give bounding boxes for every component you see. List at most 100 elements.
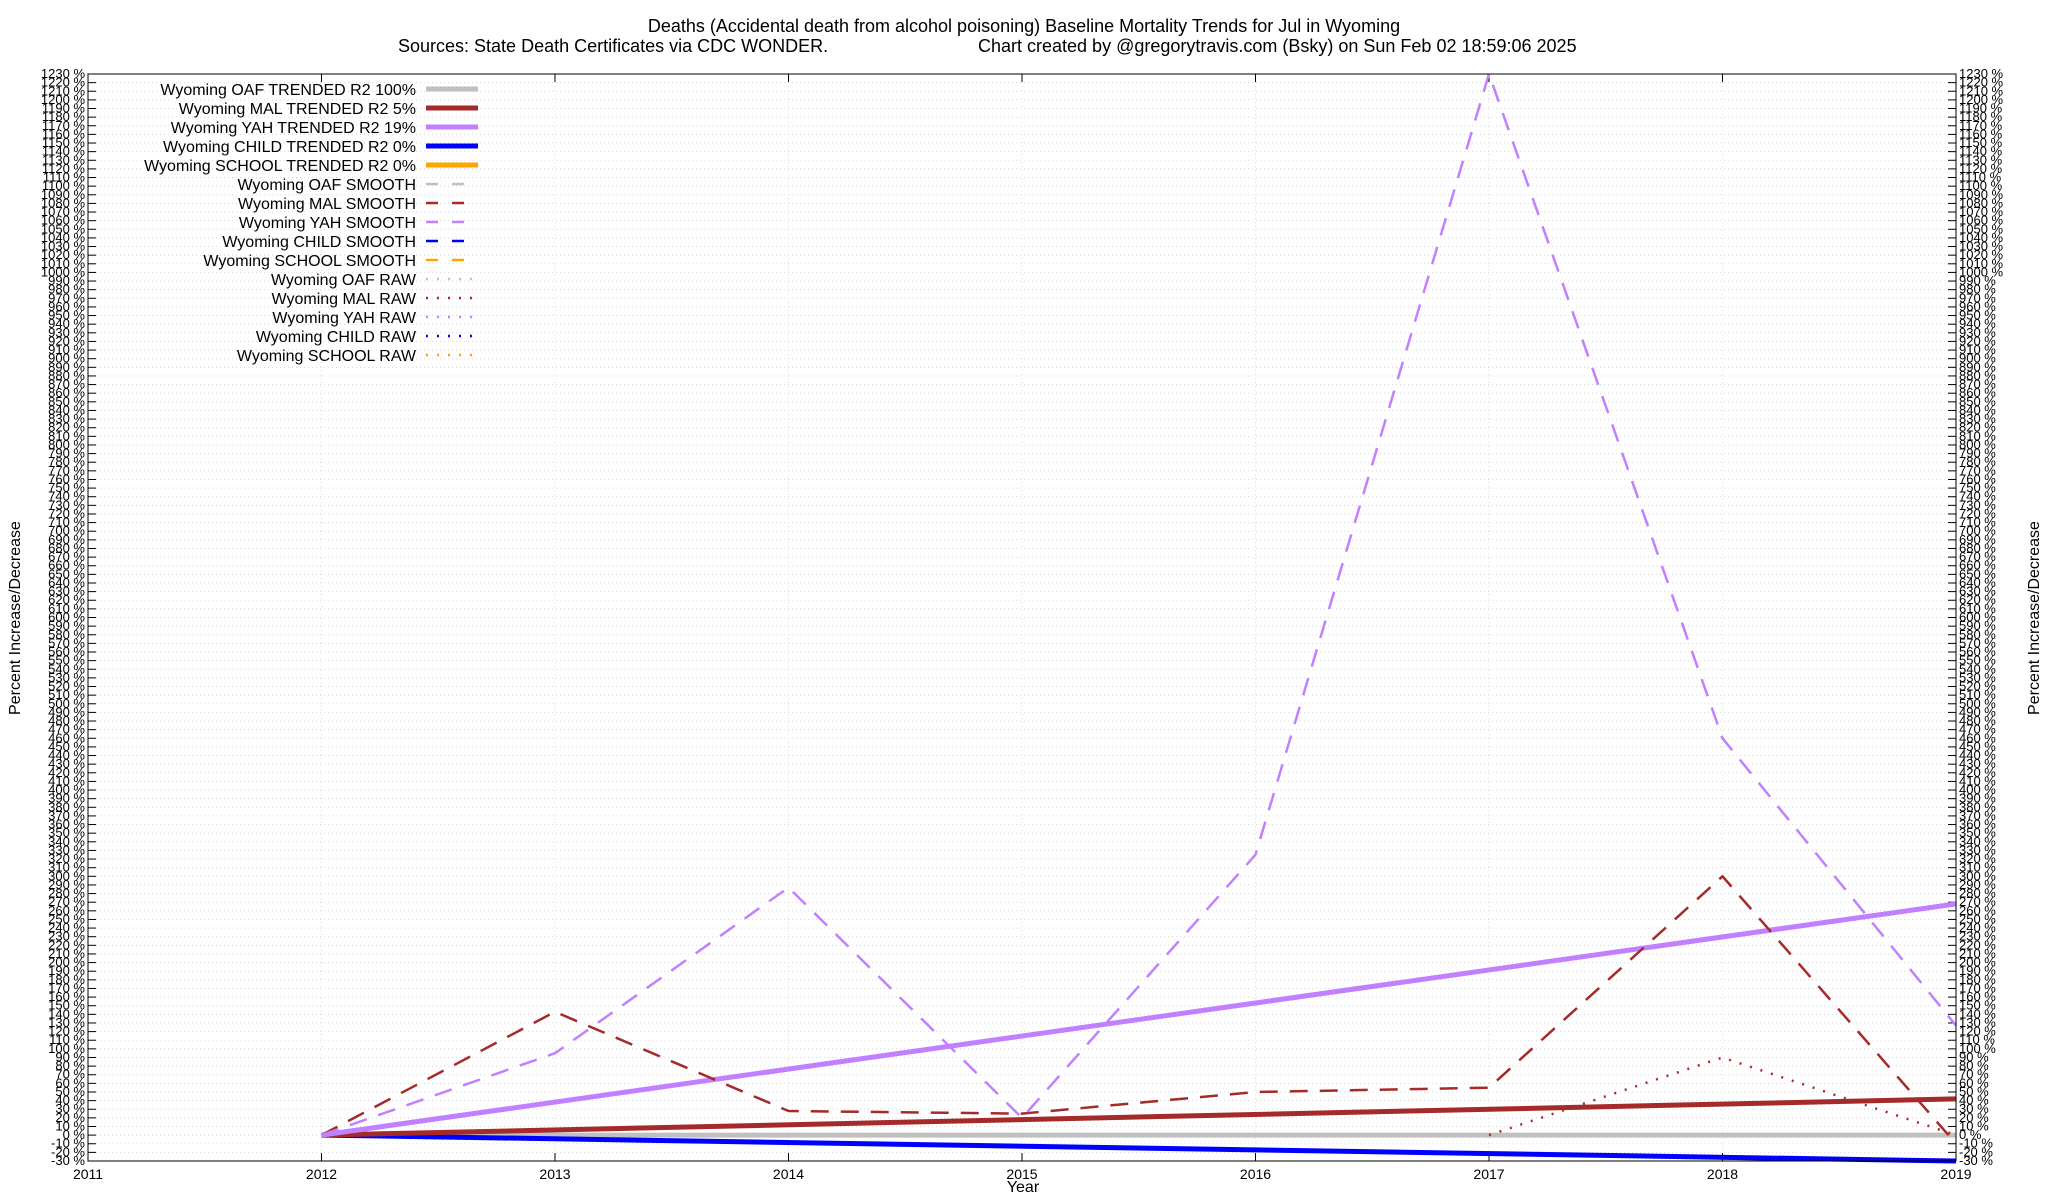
y-tick-label-right: 270 % <box>1959 894 1996 909</box>
y-tick-label-right: 1060 % <box>1959 213 2004 228</box>
y-tick-label-left: 20 % <box>55 1110 85 1125</box>
y-tick-label-left: 260 % <box>48 903 85 918</box>
y-tick-label-right: 1210 % <box>1959 83 2004 98</box>
legend-label: Wyoming YAH SMOOTH <box>239 215 416 232</box>
y-tick-label-right: 680 % <box>1959 540 1996 555</box>
y-tick-label-right: 930 % <box>1959 325 1996 340</box>
y-tick-label-right: 540 % <box>1959 661 1996 676</box>
y-tick-label-left: 1160 % <box>42 126 86 141</box>
y-tick-label-right: 750 % <box>1959 480 1996 495</box>
y-tick-label-left: 670 % <box>48 549 85 564</box>
y-tick-label-left: 50 % <box>55 1084 85 1099</box>
y-tick-label-right: 600 % <box>1959 610 1996 625</box>
y-tick-label-right: 980 % <box>1959 282 1996 297</box>
y-tick-label-right: 1050 % <box>1959 221 2004 236</box>
y-tick-label-right: 810 % <box>1959 428 1996 443</box>
y-tick-label-left: 90 % <box>55 1049 85 1064</box>
y-tick-label-right: 820 % <box>1959 420 1996 435</box>
y-tick-label-left: 660 % <box>48 558 85 573</box>
y-tick-label-left: 220 % <box>48 937 85 952</box>
y-tick-label-right: 170 % <box>1959 980 1996 995</box>
y-tick-label-left: 980 % <box>48 282 85 297</box>
y-tick-label-right: 780 % <box>1959 454 1996 469</box>
y-tick-label-right: 770 % <box>1959 463 1996 478</box>
y-tick-label-left: 410 % <box>48 773 85 788</box>
y-tick-label-left: 1130 % <box>42 152 86 167</box>
x-tick-label: 2015 <box>1006 1166 1037 1182</box>
y-tick-label-left: 1050 % <box>41 221 86 236</box>
y-tick-label-right: 1080 % <box>1959 195 2004 210</box>
y-tick-label-right: 470 % <box>1959 722 1996 737</box>
y-tick-label-left: 500 % <box>48 696 85 711</box>
y-tick-label-right: 20 % <box>1959 1110 1989 1125</box>
y-tick-label-right: 640 % <box>1959 575 1996 590</box>
y-tick-label-right: 180 % <box>1959 972 1996 987</box>
y-tick-label-left: 690 % <box>48 532 85 547</box>
x-tick-label: 2012 <box>306 1166 337 1182</box>
y-tick-label-left: 530 % <box>48 670 85 685</box>
y-tick-label-left: 30 % <box>55 1101 85 1116</box>
y-tick-label-right: 880 % <box>1959 368 1996 383</box>
y-tick-label-left: -30 % <box>51 1153 85 1168</box>
y-tick-label-right: 1120 % <box>1959 161 2003 176</box>
y-tick-label-right: 400 % <box>1959 782 1996 797</box>
y-tick-label-left: 650 % <box>48 566 85 581</box>
y-tick-label-left: 290 % <box>48 877 85 892</box>
legend-label: Wyoming SCHOOL SMOOTH <box>203 253 416 270</box>
y-tick-label-right: 890 % <box>1959 359 1996 374</box>
y-tick-label-left: 320 % <box>48 851 85 866</box>
y-tick-label-left: 590 % <box>48 618 85 633</box>
legend: Wyoming OAF TRENDED R2 100% Wyoming MAL T… <box>144 82 478 365</box>
y-tick-label-right: 700 % <box>1959 523 1996 538</box>
y-tick-label-left: 720 % <box>48 506 85 521</box>
y-tick-label-left: 940 % <box>48 316 85 331</box>
y-tick-label-left: 850 % <box>48 394 85 409</box>
chart-subtitle-source: Sources: State Death Certificates via CD… <box>398 36 828 56</box>
x-tick-label: 2017 <box>1473 1166 1504 1182</box>
series-line-3 <box>321 1132 1957 1164</box>
y-tick-label-left: 160 % <box>48 989 85 1004</box>
series-line-2 <box>321 901 1957 1138</box>
legend-label: Wyoming CHILD TRENDED R2 0% <box>163 139 416 156</box>
y-tick-label-right: 970 % <box>1959 290 1996 305</box>
y-tick-label-left: 740 % <box>48 489 85 504</box>
y-tick-label-right: 840 % <box>1959 402 1996 417</box>
y-tick-label-right: 1230 % <box>1959 66 2004 81</box>
y-tick-label-right: 150 % <box>1959 998 1996 1013</box>
y-tick-label-left: 1070 % <box>41 204 86 219</box>
y-tick-label-left: 890 % <box>48 359 85 374</box>
y-tick-label-right: 0 % <box>1959 1127 1982 1142</box>
legend-label: Wyoming CHILD SMOOTH <box>222 234 416 251</box>
y-tick-label-left: 280 % <box>48 886 85 901</box>
y-tick-label-left: 1100 % <box>42 178 86 193</box>
y-tick-label-left: 250 % <box>48 911 85 926</box>
y-tick-label-left: 1180 % <box>42 109 86 124</box>
series-line-11 <box>1488 1056 1957 1137</box>
y-tick-label-right: 1030 % <box>1959 239 2004 254</box>
y-tick-label-right: 1190 % <box>1959 101 2003 116</box>
y-tick-label-right: 370 % <box>1959 808 1996 823</box>
y-tick-label-right: 10 % <box>1959 1118 1989 1133</box>
series-line-6 <box>320 875 1957 1145</box>
y-tick-label-left: 210 % <box>48 946 85 961</box>
y-tick-label-right: 360 % <box>1959 817 1996 832</box>
y-tick-label-left: 570 % <box>48 635 85 650</box>
y-tick-label-right: 950 % <box>1959 308 1996 323</box>
y-tick-label-left: 0 % <box>63 1127 86 1142</box>
y-tick-label-left: 900 % <box>48 351 85 366</box>
y-tick-label-right: 830 % <box>1959 411 1996 426</box>
legend-label: Wyoming OAF TRENDED R2 100% <box>160 82 416 99</box>
y-tick-label-left: 870 % <box>48 377 85 392</box>
y-tick-label-right: 670 % <box>1959 549 1996 564</box>
y-tick-label-right: 1100 % <box>1959 178 2003 193</box>
y-tick-label-left: 680 % <box>48 540 85 555</box>
y-tick-label-left: 510 % <box>48 687 85 702</box>
y-tick-label-left: 800 % <box>48 437 85 452</box>
y-tick-label-right: 710 % <box>1959 515 1996 530</box>
y-tick-label-right: 410 % <box>1959 773 1996 788</box>
y-axis-right-ticks: -30 %-20 %-10 %0 %10 %20 %30 %40 %50 %60… <box>1948 66 2004 1168</box>
y-tick-label-left: 990 % <box>48 273 85 288</box>
y-tick-label-left: 750 % <box>48 480 85 495</box>
y-tick-label-right: 30 % <box>1959 1101 1989 1116</box>
y-tick-label-left: 170 % <box>48 980 85 995</box>
